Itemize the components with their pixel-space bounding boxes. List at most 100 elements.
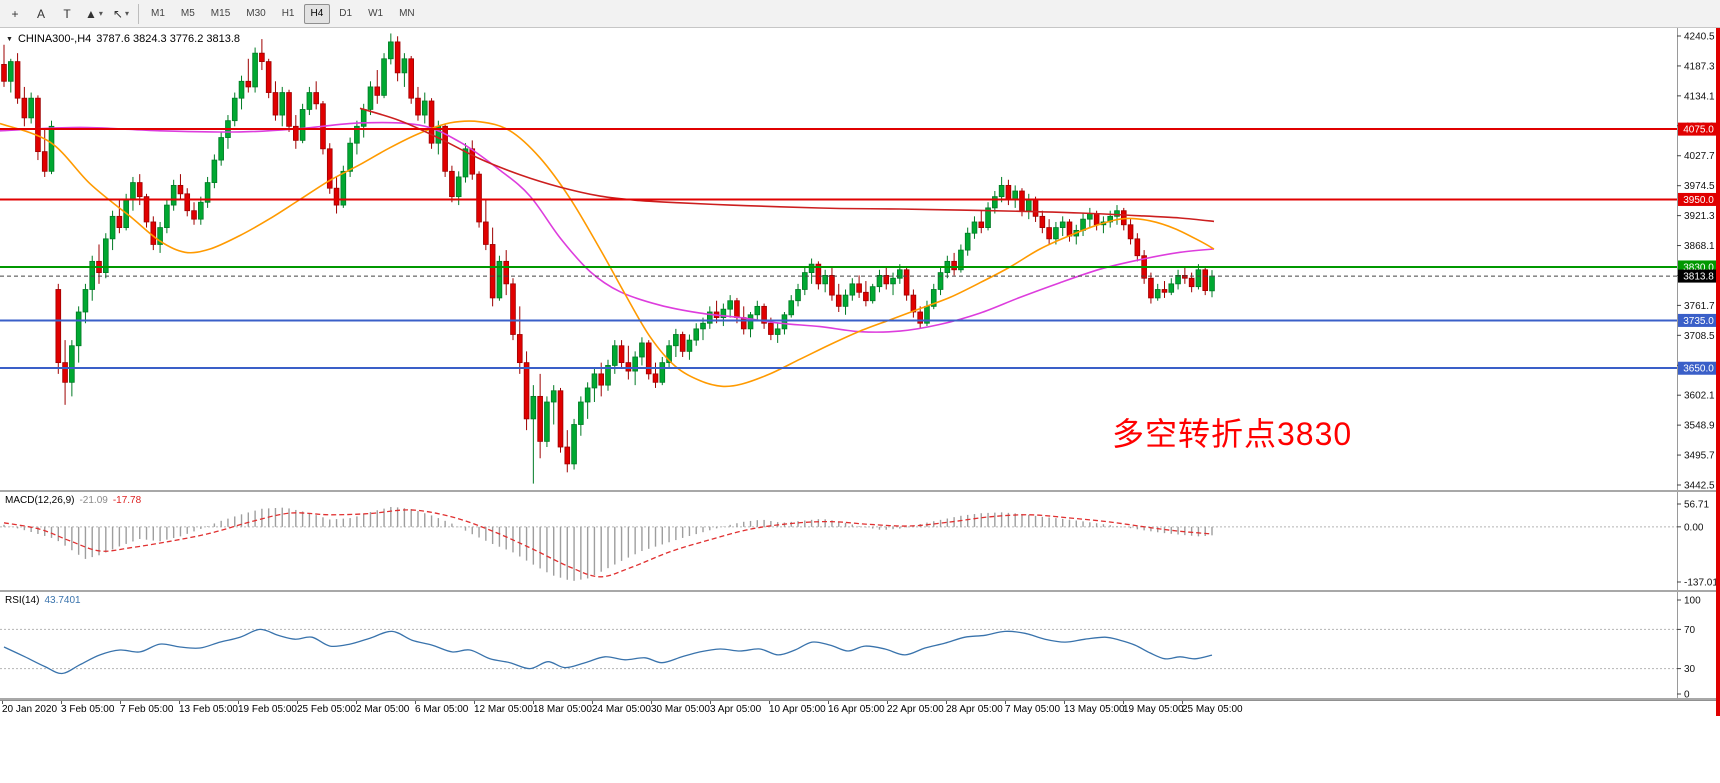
- time-axis-tick: [356, 701, 357, 704]
- svg-text:3650.0: 3650.0: [1683, 364, 1714, 375]
- svg-text:3921.3: 3921.3: [1684, 211, 1715, 222]
- timeframe-M5[interactable]: M5: [180, 8, 195, 19]
- svg-text:4027.7: 4027.7: [1684, 151, 1715, 162]
- time-axis-label: 12 Mar 05:00: [474, 704, 533, 715]
- timeframe-H4[interactable]: H4: [303, 3, 331, 24]
- toolbar-separator: [137, 3, 139, 24]
- svg-text:3761.7: 3761.7: [1684, 301, 1715, 312]
- svg-text:30: 30: [1684, 664, 1696, 675]
- macd-svg[interactable]: 56.71 0.00 -137.01: [0, 492, 1720, 590]
- dropdown-arrow-icon: ▾: [124, 9, 129, 18]
- time-axis-label: 30 Mar 05:00: [651, 704, 710, 715]
- arrow-tool[interactable]: ↖ ▾: [109, 3, 133, 25]
- svg-text:3442.5: 3442.5: [1684, 481, 1715, 491]
- panel-separator[interactable]: [0, 590, 1720, 592]
- horizontal-levels[interactable]: 4075.0 3950.0 3830.0 3735.0 3650.0: [0, 122, 1719, 375]
- rsi-panel[interactable]: RSI(14) 43.7401 100 70 30 0: [0, 592, 1720, 698]
- ma-orange: [0, 120, 1215, 388]
- time-axis-label: 24 Mar 05:00: [592, 704, 651, 715]
- time-axis-tick: [1064, 701, 1065, 704]
- drawing-tools-group: + A T ▲ ▾ ↖ ▾: [3, 3, 133, 25]
- time-axis-label: 20 Jan 2020: [2, 704, 58, 715]
- time-axis-label: 7 May 05:00: [1005, 704, 1061, 715]
- svg-text:100: 100: [1684, 596, 1701, 607]
- rsi-name: RSI(14): [5, 595, 40, 606]
- time-axis-label: 19 May 05:00: [1123, 704, 1184, 715]
- svg-text:56.71: 56.71: [1684, 500, 1709, 511]
- chart-annotation-text: 多空转折点3830: [1112, 416, 1353, 452]
- time-axis-label: 10 Apr 05:00: [769, 704, 826, 715]
- time-axis-tick: [2, 701, 3, 704]
- time-axis-label: 2 Mar 05:00: [356, 704, 410, 715]
- time-axis-tick: [1182, 701, 1183, 704]
- time-axis-label: 25 May 05:00: [1182, 704, 1243, 715]
- level-label-3950.0: [1678, 192, 1719, 206]
- time-axis-tick: [769, 701, 770, 704]
- time-axis-tick: [474, 701, 475, 704]
- svg-text:3708.5: 3708.5: [1684, 331, 1715, 342]
- time-axis-tick: [415, 701, 416, 704]
- window-edge-strip: [1716, 28, 1720, 716]
- timeframe-W1[interactable]: W1: [368, 8, 384, 19]
- time-axis-label: 19 Feb 05:00: [238, 704, 297, 715]
- chart-dropdown-icon[interactable]: ▼: [6, 35, 13, 43]
- svg-text:3735.0: 3735.0: [1683, 316, 1714, 327]
- time-axis-label: 13 Feb 05:00: [179, 704, 238, 715]
- timeframes-group: M1 M5 M15 M30 H1 H4 D1 W1 MN: [144, 3, 422, 24]
- text-label-tool[interactable]: A: [29, 3, 53, 25]
- panel-separator[interactable]: [0, 698, 1720, 700]
- text-tool-icon: T: [63, 6, 71, 21]
- time-axis-label: 6 Mar 05:00: [415, 704, 469, 715]
- timeframe-MN[interactable]: MN: [399, 8, 415, 19]
- panel-separator[interactable]: [0, 490, 1720, 492]
- time-axis[interactable]: 20 Jan 2020 3 Feb 05:00 7 Feb 05:00 13 Feb …: [0, 700, 1720, 716]
- text-tool[interactable]: T: [55, 3, 79, 25]
- time-axis-tick: [946, 701, 947, 704]
- candles-series[interactable]: [1, 33, 1215, 484]
- time-axis-tick: [120, 701, 121, 704]
- dropdown-arrow-icon: ▾: [98, 9, 103, 18]
- svg-text:-137.01: -137.01: [1684, 578, 1718, 589]
- ma-magenta: [0, 121, 1215, 333]
- price-scale[interactable]: 4240.54187.34134.14080.94027.73974.53921…: [1677, 28, 1715, 490]
- timeframe-M15[interactable]: M15: [210, 8, 231, 19]
- timeframe-M1[interactable]: M1: [150, 8, 165, 19]
- svg-text:3548.9: 3548.9: [1684, 421, 1715, 432]
- time-axis-label: 18 Mar 05:00: [533, 704, 592, 715]
- svg-text:3950.0: 3950.0: [1683, 195, 1714, 206]
- macd-name: MACD(12,26,9): [5, 495, 75, 506]
- time-axis-label: 7 Feb 05:00: [120, 704, 174, 715]
- svg-text:0: 0: [1684, 690, 1690, 699]
- macd-signal-value: -17.78: [112, 495, 142, 506]
- svg-text:70: 70: [1684, 625, 1696, 636]
- time-axis-tick: [592, 701, 593, 704]
- toolbar: + A T ▲ ▾ ↖ ▾ M1 M5 M15 M30 H1 H4 D1 W1 MN: [0, 0, 1720, 28]
- rsi-line: [3, 628, 1213, 675]
- level-label-3650.0: [1678, 361, 1719, 375]
- shapes-tool-icon: ▲: [85, 6, 97, 21]
- main-chart-panel[interactable]: ▼ CHINA300-,H4 3787.6 3824.3 3776.2 3813…: [0, 28, 1720, 490]
- macd-histogram: [3, 506, 1213, 581]
- time-axis-tick: [238, 701, 239, 704]
- shapes-tool[interactable]: ▲ ▾: [81, 3, 107, 25]
- svg-text:3830.0: 3830.0: [1683, 262, 1714, 273]
- macd-panel[interactable]: MACD(12,26,9) -21.09 -17.78 56.71 0.00 -137.…: [0, 492, 1720, 590]
- time-axis-tick: [1123, 701, 1124, 704]
- moving-averages: [0, 107, 1215, 388]
- timeframe-M30[interactable]: M30: [246, 8, 266, 19]
- svg-text:4187.3: 4187.3: [1684, 61, 1715, 72]
- rsi-value: 43.7401: [44, 595, 81, 606]
- symbol-timeframe-label: CHINA300-,H4: [17, 33, 92, 45]
- time-axis-label: 25 Feb 05:00: [297, 704, 356, 715]
- crosshair-tool[interactable]: +: [3, 3, 27, 25]
- macd-label: MACD(12,26,9) -21.09 -17.78: [5, 495, 141, 506]
- level-label-3735.0: [1678, 313, 1719, 327]
- time-axis-tick: [887, 701, 888, 704]
- svg-text:4075.0: 4075.0: [1683, 125, 1714, 136]
- main-chart-svg[interactable]: 4240.54187.34134.14080.94027.73974.53921…: [0, 28, 1720, 490]
- timeframe-H1[interactable]: H1: [281, 8, 295, 19]
- svg-text:0.00: 0.00: [1684, 522, 1704, 533]
- timeframe-D1[interactable]: D1: [339, 8, 353, 19]
- rsi-svg[interactable]: 100 70 30 0: [0, 592, 1720, 698]
- time-axis-label: 3 Apr 05:00: [710, 704, 762, 715]
